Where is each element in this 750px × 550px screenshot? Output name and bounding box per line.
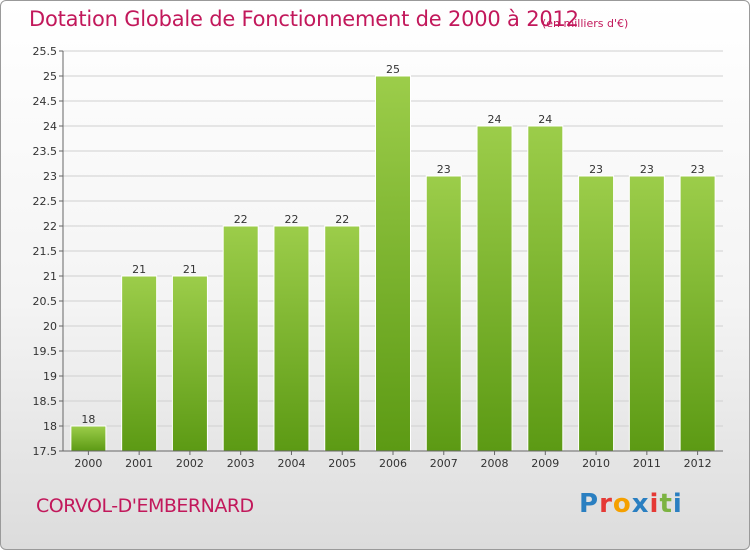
x-tick-label: 2009 <box>531 457 559 470</box>
unit-note: (en milliers d'€) <box>542 17 629 30</box>
bar-2000 <box>70 425 107 452</box>
x-tick-label: 2004 <box>277 457 305 470</box>
y-tick-label: 20.5 <box>33 295 58 308</box>
value-label: 25 <box>386 63 400 76</box>
value-label: 23 <box>691 163 705 176</box>
value-label: 18 <box>81 413 95 426</box>
bar-2004 <box>273 225 310 452</box>
x-tick-label: 2001 <box>125 457 153 470</box>
value-label: 24 <box>538 113 552 126</box>
y-tick-label: 22 <box>43 220 57 233</box>
bar-2005 <box>324 225 361 452</box>
y-tick-label: 18.5 <box>33 395 58 408</box>
bar-2008 <box>476 125 513 452</box>
x-tick-label: 2002 <box>176 457 204 470</box>
bar-2009 <box>527 125 564 452</box>
bar-2006 <box>375 75 411 452</box>
y-tick-label: 22.5 <box>33 195 58 208</box>
y-tick-label: 17.5 <box>33 445 58 458</box>
bar-2010 <box>578 175 615 452</box>
axes: 17.5 18 18.5 19 19.5 20 20.5 21 21.5 22 22.5 23 23.5… <box>33 45 723 470</box>
x-tick-label: 2008 <box>481 457 509 470</box>
y-tick-label: 25.5 <box>33 45 58 58</box>
x-tick-label: 2007 <box>430 457 458 470</box>
bar-2012 <box>679 175 716 452</box>
logo-letter: o <box>612 489 632 519</box>
bars: 18 21 21 22 22 22 25 23 24 24 23 23 23 <box>70 63 716 452</box>
x-tick-label: 2006 <box>379 457 407 470</box>
y-tick-label: 21 <box>43 270 57 283</box>
bar-2007 <box>425 175 462 452</box>
y-tick-label: 19.5 <box>33 345 58 358</box>
x-tick-label: 2012 <box>684 457 712 470</box>
value-label: 23 <box>589 163 603 176</box>
value-label: 21 <box>132 263 146 276</box>
value-label: 23 <box>640 163 654 176</box>
x-tick-label: 2011 <box>633 457 661 470</box>
value-label: 23 <box>437 163 451 176</box>
y-tick-label: 23 <box>43 170 57 183</box>
y-tick-label: 19 <box>43 370 57 383</box>
bar-2003 <box>222 225 259 452</box>
x-tick-label: 2003 <box>227 457 255 470</box>
bar-2002 <box>171 275 208 452</box>
x-tick-label: 2010 <box>582 457 610 470</box>
logo-letter: i <box>649 489 660 519</box>
place-name: CORVOL-D'EMBERNARD <box>36 495 254 517</box>
y-tick-label: 20 <box>43 320 57 333</box>
y-tick-label: 24.5 <box>33 95 58 108</box>
logo-letter: r <box>599 489 613 519</box>
logo-letter: x <box>631 489 650 519</box>
value-label: 22 <box>284 213 298 226</box>
y-tick-label: 24 <box>43 120 57 133</box>
y-tick-label: 25 <box>43 70 57 83</box>
bar-2001 <box>121 275 158 452</box>
value-label: 22 <box>234 213 248 226</box>
value-label: 22 <box>335 213 349 226</box>
bar-2011 <box>628 175 665 452</box>
value-label: 21 <box>183 263 197 276</box>
logo-letter: i <box>672 489 683 519</box>
proxiti-logo[interactable]: Proxiti <box>579 489 683 519</box>
logo-letter: t <box>659 489 673 519</box>
logo-letter: P <box>579 489 600 519</box>
x-tick-label: 2000 <box>74 457 102 470</box>
y-tick-label: 18 <box>43 420 57 433</box>
y-tick-label: 23.5 <box>33 145 58 158</box>
y-tick-label: 21.5 <box>33 245 58 258</box>
chart-title: Dotation Globale de Fonctionnement de 20… <box>29 7 579 31</box>
x-tick-label: 2005 <box>328 457 356 470</box>
value-label: 24 <box>488 113 502 126</box>
